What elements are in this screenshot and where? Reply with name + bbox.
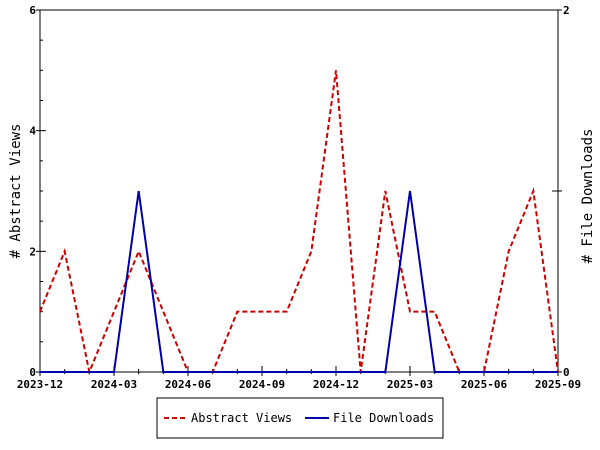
right-axis-title: # File Downloads bbox=[580, 129, 596, 264]
y-right-tick-label: 0 bbox=[563, 366, 570, 379]
legend-label-file-downloads: File Downloads bbox=[333, 411, 434, 425]
series-layer bbox=[39, 70, 559, 376]
y-left-tick-label: 6 bbox=[29, 4, 36, 17]
y-right-tick-label: 2 bbox=[563, 4, 570, 17]
x-tick-label: 2025-09 bbox=[535, 378, 581, 391]
x-tick-label: 2024-09 bbox=[239, 378, 285, 391]
x-tick-label: 2024-06 bbox=[165, 378, 212, 391]
plot-area bbox=[39, 9, 559, 373]
legend-label-abstract-views: Abstract Views bbox=[191, 411, 292, 425]
x-axis: 2023-12 2024-03 2024-06 2024-09 2024-12 2025-… bbox=[17, 366, 581, 391]
y-left-tick-label: 4 bbox=[29, 125, 36, 138]
x-tick-label: 2024-03 bbox=[91, 378, 137, 391]
x-tick-label: 2025-06 bbox=[461, 378, 508, 391]
y-left-tick-label: 0 bbox=[29, 366, 36, 379]
x-tick-label: 2023-12 bbox=[17, 378, 63, 391]
x-tick-label: 2025-03 bbox=[387, 378, 433, 391]
left-axis-title: # Abstract Views bbox=[8, 124, 24, 259]
legend-box bbox=[156, 397, 444, 439]
y-left-tick-label: 2 bbox=[29, 245, 36, 258]
x-tick-label: 2024-12 bbox=[313, 378, 359, 391]
series-line-file-downloads bbox=[40, 190, 558, 373]
legend: Abstract Views File Downloads bbox=[156, 397, 444, 439]
left-y-axis: 0 2 4 6 bbox=[29, 4, 46, 379]
